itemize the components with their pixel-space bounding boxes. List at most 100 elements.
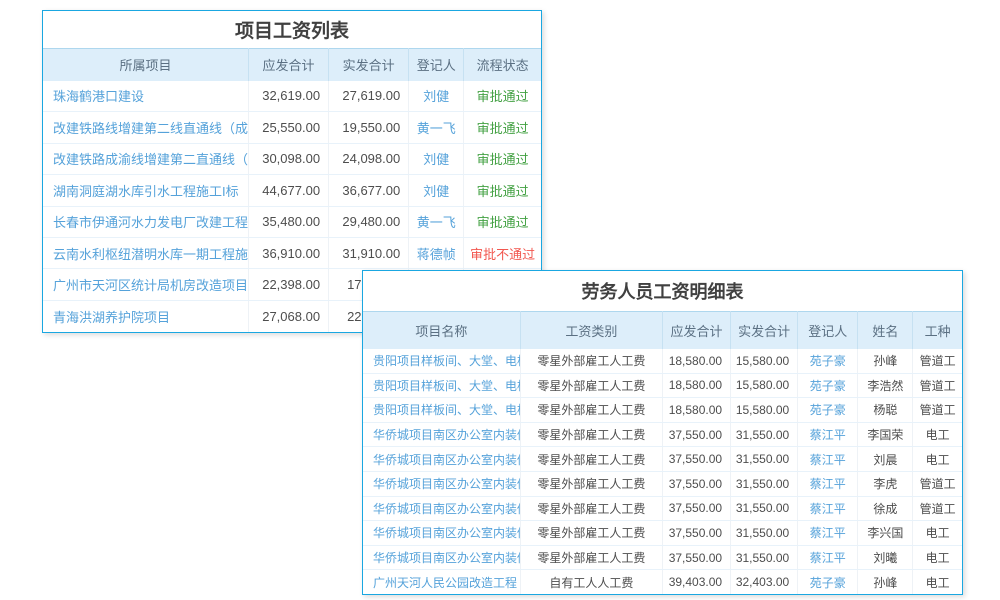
cell-registrar[interactable]: 蔡江平: [797, 545, 859, 571]
cell-work-type: 电工: [925, 575, 950, 590]
cell-worker-name: 孙峰: [857, 348, 914, 374]
cell-salary-type: 零星外部雇工人工费: [520, 373, 663, 399]
cell-payable-total: 37,550.00: [662, 422, 732, 448]
project-salary-table: 所属项目 应发合计 实发合计 登记人 流程状态 珠海鹤港口建设 32,619.00…: [43, 48, 541, 332]
cell-project[interactable]: 湖南洞庭湖水库引水工程施工I标: [43, 174, 249, 207]
cell-project-name[interactable]: 贵阳项目样板间、大堂、电梯厅装修: [363, 348, 521, 374]
cell-salary-type: 零星外部雇工人工费: [520, 348, 663, 374]
cell-worker-name: 徐成: [857, 496, 914, 522]
cell-payable-total: 36,910.00: [248, 237, 330, 270]
project-salary-table-panel: 项目工资列表 所属项目 应发合计 实发合计 登记人 流程状态 珠海鹤港口建设 32…: [42, 10, 542, 333]
col-header-registrar: 登记人: [408, 48, 465, 81]
cell-work-type: 电工: [912, 446, 962, 472]
cell-project-name[interactable]: 贵阳项目样板间、大堂、电梯厅装修: [363, 373, 521, 399]
col-header-payable: 应发合计: [248, 48, 330, 81]
cell-project-name[interactable]: 华侨城项目南区办公室内装修工程: [363, 471, 521, 497]
cell-project-name[interactable]: 华侨城项目南区办公室内装修工程: [363, 520, 521, 546]
col-header-paid: 实发合计: [730, 311, 799, 349]
cell-project-name[interactable]: 华侨城项目南区办公室内装修工程: [363, 545, 521, 571]
cell-project[interactable]: 改建铁路线增建第二线直通线（成...: [43, 111, 249, 144]
cell-registrar[interactable]: 蒋德帧: [408, 237, 465, 270]
cell-registrar[interactable]: 苑子豪: [797, 373, 859, 399]
cell-paid-total: 31,550.00: [730, 422, 799, 448]
header-row: 所属项目 应发合计 实发合计 登记人 流程状态: [43, 48, 541, 81]
cell-paid-total: 31,550.00: [730, 471, 799, 497]
cell-paid-total: 15,580.00: [730, 373, 799, 399]
cell-work-type: 电工: [912, 545, 962, 571]
cell-paid-total: 31,550.00: [730, 446, 799, 472]
table-row: 云南水利枢纽潜明水库一期工程施... 36,910.00 31,910.00 蒋德帧审…: [43, 237, 541, 270]
cell-payable-total: 37,550.00: [662, 471, 732, 497]
cell-paid-total: 31,910.00: [328, 237, 410, 270]
cell-registrar[interactable]: 蔡江平: [797, 471, 859, 497]
cell-payable-total: 37,550.00: [662, 446, 732, 472]
table-row: 华侨城项目南区办公室内装修工程零星外部雇工人工费37,550.0031,550.…: [363, 471, 962, 497]
cell-payable-total: 39,403.00: [662, 569, 732, 595]
cell-payable-total: 37,550.00: [662, 545, 732, 571]
table-row: 华侨城项目南区办公室内装修工程零星外部雇工人工费37,550.0031,550.…: [363, 422, 962, 448]
cell-work-type: 电工: [912, 422, 962, 448]
cell-worker-name: 刘晨: [857, 446, 914, 472]
cell-payable-total: 44,677.00: [248, 174, 330, 207]
table-row: 珠海鹤港口建设 32,619.00 27,619.00 刘健 审批通过: [43, 80, 541, 113]
header-row: 项目名称 工资类别 应发合计 实发合计 登记人 姓名 工种: [363, 311, 962, 349]
cell-worker-name: 李国荣: [857, 422, 914, 448]
cell-work-type: 管道工: [912, 348, 962, 374]
labor-salary-table: 项目名称 工资类别 应发合计 实发合计 登记人 姓名 工种 贵阳项目样板间、大堂…: [363, 311, 962, 595]
cell-registrar[interactable]: 苑子豪: [797, 348, 859, 374]
cell-worker-name: 杨聪: [857, 397, 914, 423]
cell-payable-total: 18,580.00: [662, 397, 732, 423]
cell-registrar[interactable]: 苑子豪: [797, 569, 859, 595]
cell-workflow-status: 审批通过: [463, 143, 541, 176]
cell-worker-name: 刘曦: [857, 545, 914, 571]
cell-project[interactable]: 云南水利枢纽潜明水库一期工程施...: [43, 237, 249, 270]
cell-salary-type: 零星外部雇工人工费: [520, 446, 663, 472]
cell-registrar[interactable]: 黄一飞: [408, 111, 465, 144]
cell-paid-total: 36,677.00: [328, 174, 410, 207]
cell-salary-type: 零星外部雇工人工费: [520, 496, 663, 522]
cell-project[interactable]: 珠海鹤港口建设: [43, 80, 249, 113]
table-row: 华侨城项目南区办公室内装修工程零星外部雇工人工费37,550.0031,550.…: [363, 446, 962, 472]
cell-salary-type: 零星外部雇工人工费: [520, 520, 663, 546]
cell-workflow-status: 审批通过: [463, 111, 541, 144]
cell-project-name[interactable]: 贵阳项目样板间、大堂、电梯厅装修: [363, 397, 521, 423]
cell-registrar[interactable]: 刘健: [408, 174, 465, 207]
cell-workflow-status: 审批通过: [463, 174, 541, 207]
cell-registrar[interactable]: 蔡江平: [797, 446, 859, 472]
cell-registrar[interactable]: 蔡江平: [797, 422, 859, 448]
cell-workflow-status: 审批通过: [463, 206, 541, 238]
cell-project[interactable]: 长春市伊通河水力发电厂改建工程: [43, 206, 249, 238]
table-row: 华侨城项目南区办公室内装修工程零星外部雇工人工费37,550.0031,550.…: [363, 545, 962, 571]
cell-worker-name: 李虎: [857, 471, 914, 497]
cell-payable-total: 35,480.00: [248, 206, 330, 238]
cell-payable-total: 27,068.00: [248, 300, 330, 332]
cell-registrar[interactable]: 苑子豪: [797, 397, 859, 423]
cell-registrar[interactable]: 黄一飞: [408, 206, 465, 238]
col-header-project-name: 项目名称: [363, 311, 521, 349]
cell-work-type: 电工: [912, 520, 962, 546]
table-row: 改建铁路成渝线增建第二直通线（... 30,098.00 24,098.00 刘健 审批…: [43, 143, 541, 176]
cell-paid-total: 29,480.00: [328, 206, 410, 238]
cell-project-name[interactable]: 华侨城项目南区办公室内装修工程: [363, 446, 521, 472]
cell-registrar[interactable]: 刘健: [408, 143, 465, 176]
cell-work-type: 管道工: [912, 373, 962, 399]
cell-worker-name: 李兴国: [857, 520, 914, 546]
cell-salary-type: 零星外部雇工人工费: [520, 397, 663, 423]
cell-project[interactable]: 广州市天河区统计局机房改造项目: [43, 268, 249, 301]
cell-registrar[interactable]: 蔡江平: [797, 520, 859, 546]
cell-project[interactable]: 改建铁路成渝线增建第二直通线（...: [43, 143, 249, 176]
labor-salary-table-title: 劳务人员工资明细表: [581, 282, 744, 302]
table-row: 贵阳项目样板间、大堂、电梯厅装修零星外部雇工人工费18,580.0015,580…: [363, 373, 962, 399]
col-header-registrar: 登记人: [797, 311, 859, 349]
cell-registrar[interactable]: 刘健: [408, 80, 465, 113]
cell-project[interactable]: 青海洪湖养护院项目: [43, 300, 249, 332]
cell-project-name[interactable]: 华侨城项目南区办公室内装修工程: [363, 496, 521, 522]
cell-project-name[interactable]: 广州天河人民公园改造工程: [363, 569, 521, 595]
table-row: 长春市伊通河水力发电厂改建工程 35,480.00 29,480.00 黄一飞 审批通过: [43, 206, 541, 238]
cell-salary-type: 零星外部雇工人工费: [520, 545, 663, 571]
cell-registrar[interactable]: 蔡江平: [797, 496, 859, 522]
cell-project-name[interactable]: 华侨城项目南区办公室内装修工程: [363, 422, 521, 448]
table-row: 改建铁路线增建第二线直通线（成... 25,550.00 19,550.00 黄一飞审…: [43, 111, 541, 144]
col-header-salary-type: 工资类别: [520, 311, 663, 349]
cell-payable-total: 18,580.00: [662, 373, 732, 399]
